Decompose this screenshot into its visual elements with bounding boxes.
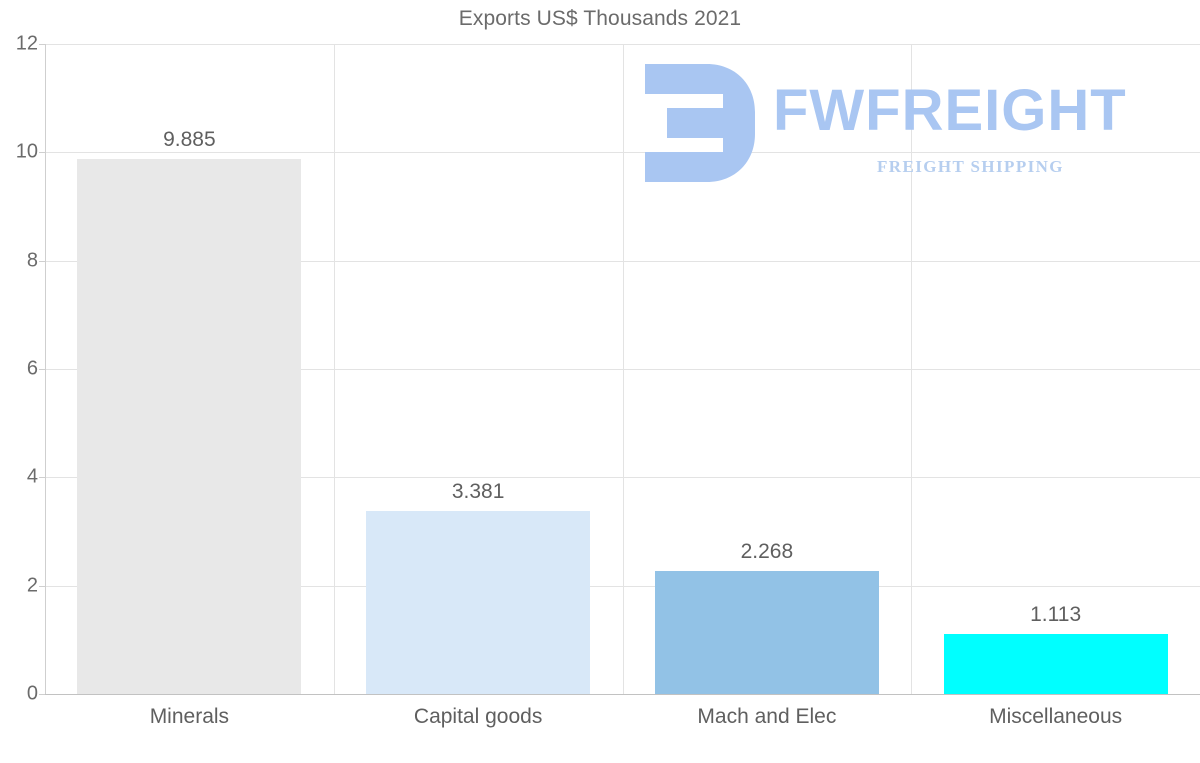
x-tick-label: Minerals bbox=[149, 705, 230, 728]
y-tick-mark bbox=[39, 694, 45, 695]
y-tick-mark bbox=[39, 152, 45, 154]
x-tick-label: Miscellaneous bbox=[989, 705, 1123, 728]
chart-title: Exports US$ Thousands 2021 bbox=[458, 7, 742, 30]
gridline-vertical bbox=[622, 44, 624, 694]
y-tick-label: 2 bbox=[26, 574, 38, 597]
y-tick-label: 4 bbox=[26, 465, 38, 488]
y-tick-label: 10 bbox=[15, 140, 38, 163]
x-axis-line bbox=[45, 694, 1200, 695]
y-tick-mark bbox=[39, 44, 45, 45]
bar[interactable] bbox=[366, 510, 591, 694]
x-tick-label: Capital goods bbox=[413, 705, 543, 728]
y-axis: 0 2 4 6 8 10 12 bbox=[0, 0, 45, 763]
gridline-vertical bbox=[911, 44, 913, 694]
y-tick-mark bbox=[39, 369, 45, 370]
bar[interactable] bbox=[654, 571, 879, 694]
y-tick-label: 0 bbox=[26, 682, 38, 705]
y-tick-mark bbox=[39, 585, 45, 587]
plot-area bbox=[45, 44, 1200, 695]
x-tick-label: Mach and Elec bbox=[697, 705, 837, 728]
y-tick-label: 8 bbox=[26, 249, 38, 272]
bar-value-label: 1.113 bbox=[1030, 602, 1082, 626]
gridline-vertical bbox=[333, 44, 335, 694]
y-tick-label: 12 bbox=[15, 32, 38, 55]
bar-value-label: 9.885 bbox=[163, 127, 216, 151]
y-tick-mark bbox=[39, 477, 45, 479]
y-tick-label: 6 bbox=[26, 357, 38, 380]
bar-value-label: 3.381 bbox=[451, 479, 505, 503]
y-axis-line bbox=[45, 44, 46, 695]
bar[interactable] bbox=[943, 633, 1168, 694]
y-tick-mark bbox=[39, 260, 45, 262]
bar[interactable] bbox=[77, 158, 302, 694]
bar-value-label: 2.268 bbox=[740, 540, 794, 564]
